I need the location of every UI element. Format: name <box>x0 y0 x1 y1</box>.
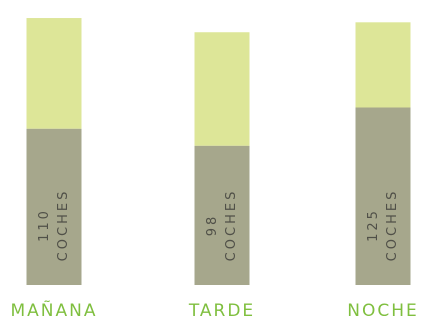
bar-unit-label: COCHES <box>56 189 71 262</box>
bar-value-label: 98 <box>205 214 220 237</box>
bar-bottom-3 <box>355 107 411 285</box>
bar-label-3: 125 COCHES <box>366 189 400 262</box>
category-label: TARDE <box>188 301 255 320</box>
bars-layer: 110 COCHES 98 COCHES 125 COCHES <box>26 18 411 285</box>
bar-unit-label: COCHES <box>224 189 239 262</box>
bar-label-1: 110 COCHES <box>37 189 71 262</box>
bar-bottom-1 <box>26 128 82 285</box>
bar-value-label: 110 <box>37 208 52 242</box>
category-labels: MAÑANA TARDE NOCHE <box>11 299 419 320</box>
bar-top-1 <box>26 18 82 129</box>
bar-label-2: 98 COCHES <box>205 189 239 262</box>
bar-top-3 <box>355 22 411 108</box>
bar-top-2 <box>194 32 250 146</box>
bar-bottom-2 <box>194 145 250 285</box>
bar-unit-label: COCHES <box>385 189 400 262</box>
category-label: MAÑANA <box>11 299 98 320</box>
bar-value-label: 125 <box>366 208 381 242</box>
category-label: NOCHE <box>347 301 419 320</box>
